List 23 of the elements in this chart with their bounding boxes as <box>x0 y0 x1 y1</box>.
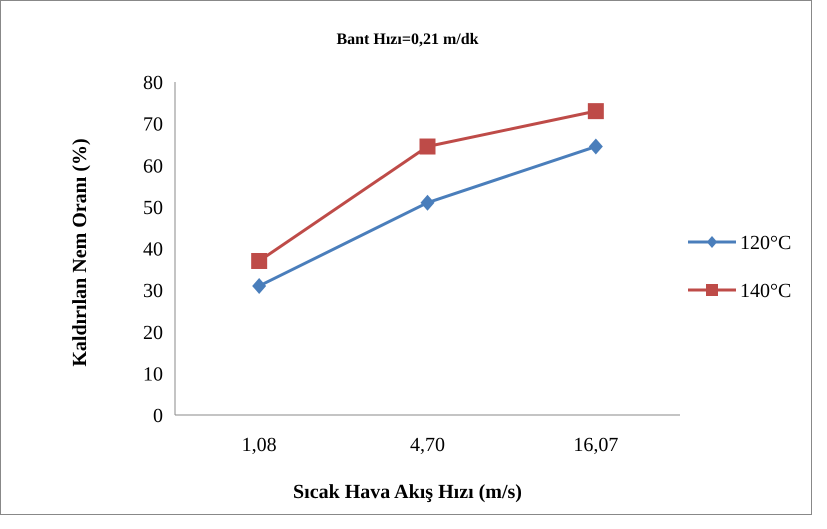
point <box>420 194 434 211</box>
point <box>588 138 603 155</box>
y-tick-label: 50 <box>143 196 163 219</box>
y-tick-label: 40 <box>143 238 163 260</box>
y-tick-label: 10 <box>143 363 163 386</box>
y-axis-title: Kaldırılan Nem Oranı (%) <box>69 138 91 367</box>
x-tick-label: 4,70 <box>410 434 445 456</box>
point <box>420 138 436 155</box>
point <box>251 252 268 269</box>
legend-label: 120°C <box>740 232 792 254</box>
y-tick-label: 80 <box>143 72 163 94</box>
x-axis-title: Sıcak Hava Akış Hızı (m/s) <box>293 481 522 503</box>
x-tick-label: 16,07 <box>573 434 618 456</box>
y-tick-label: 20 <box>143 322 163 344</box>
y-tick-label: 70 <box>143 114 163 136</box>
y-tick-label: 60 <box>143 155 163 178</box>
legend-label: 140°C <box>740 280 792 302</box>
x-tick-label: 1,08 <box>242 434 277 456</box>
y-tick-label: 0 <box>153 405 163 427</box>
chart-title: Bant Hızı=0,21 m/dk <box>336 31 479 48</box>
y-tick-label: 30 <box>143 280 163 302</box>
point <box>588 103 604 120</box>
point <box>252 278 266 294</box>
